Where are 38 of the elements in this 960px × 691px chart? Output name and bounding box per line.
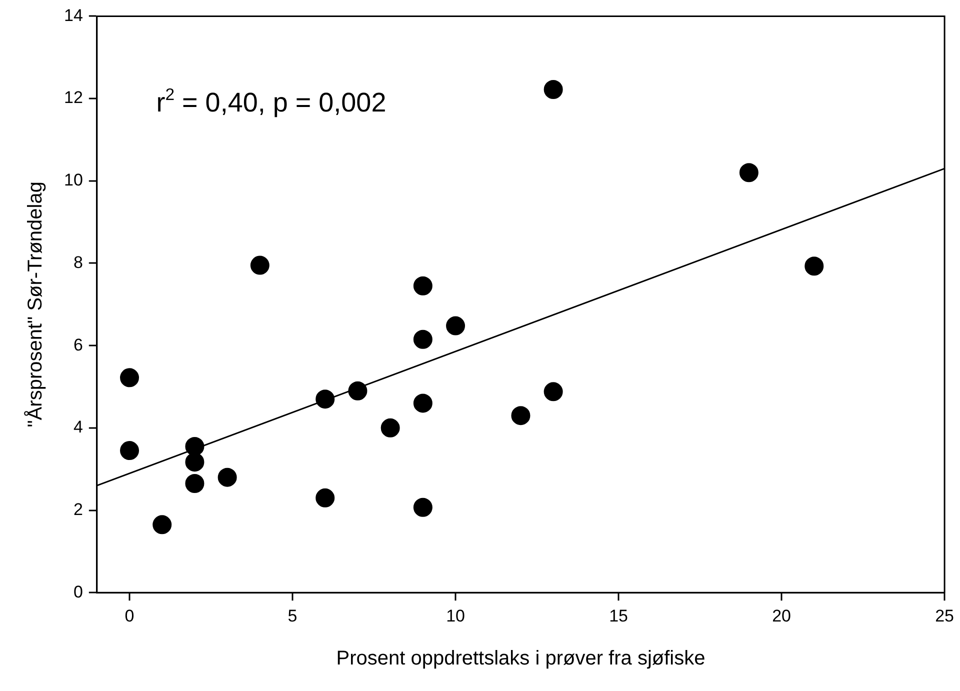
x-tick-label: 15 [609,606,628,626]
x-axis-title: Prosent oppdrettslaks i prøver fra sjøfiske [336,648,706,670]
point [413,498,432,517]
point [739,163,758,182]
x-tick-label: 20 [772,606,791,626]
y-tick-label: 2 [73,500,83,519]
y-tick-label: 4 [73,418,83,437]
point [120,441,140,460]
point [413,276,432,296]
x-tick-label: 0 [124,606,134,626]
y-tick-label: 6 [73,335,83,354]
point [120,368,140,388]
point [185,436,204,456]
y-tick-label: 0 [73,582,83,602]
point [413,394,432,413]
point [380,418,400,438]
point [804,256,824,276]
point [218,468,237,487]
y-tick-label: 12 [64,88,83,108]
point [544,80,563,99]
point [152,515,172,534]
point [316,390,335,409]
point [511,406,530,426]
point [316,488,335,508]
x-tick-label: 5 [288,606,298,626]
point [185,474,204,493]
x-tick-label: 10 [446,606,465,626]
point [185,452,204,472]
point [250,256,270,275]
y-tick-label: 10 [64,170,83,190]
y-axis-title: "Årsprosent" Sør-Trøndelag [24,182,47,428]
point [446,316,466,336]
y-tick-label: 8 [73,252,83,272]
point [544,382,563,402]
y-tick-label: 14 [64,6,83,25]
point [348,381,368,400]
point [413,330,432,349]
x-tick-label: 25 [935,606,954,626]
